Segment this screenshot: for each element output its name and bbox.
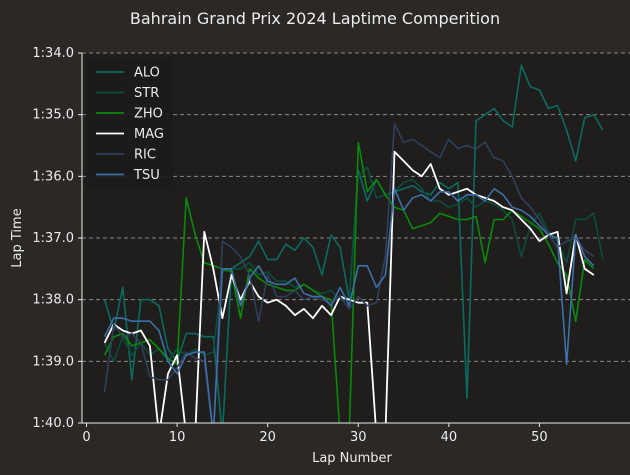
legend-label-tsu: TSU bbox=[133, 168, 160, 183]
y-tick-label-4: 1:38.0 bbox=[32, 293, 74, 308]
legend-label-mag: MAG bbox=[134, 127, 164, 142]
series-line-tsu bbox=[103, 187, 595, 423]
x-tick-label-2: 20 bbox=[259, 430, 276, 445]
legend-box bbox=[87, 58, 173, 189]
series-lines bbox=[103, 64, 604, 423]
y-axis-label: Lap Time bbox=[10, 208, 25, 267]
y-tick-label-6: 1:40.0 bbox=[32, 416, 74, 431]
legend-label-ric: RIC bbox=[134, 148, 156, 163]
x-axis-label: Lap Number bbox=[312, 451, 392, 466]
x-tick-label-5: 50 bbox=[531, 430, 548, 445]
legend-label-zho: ZHO bbox=[134, 107, 163, 122]
axes: 1:34.0 1:35.0 1:36.0 1:37.0 1:38.0 1:39.0 1:40… bbox=[32, 46, 630, 445]
y-tick-label-0: 1:34.0 bbox=[32, 46, 74, 61]
y-tick-label-1: 1:35.0 bbox=[32, 108, 74, 123]
x-tick-label-3: 30 bbox=[350, 430, 367, 445]
chart-title: Bahrain Grand Prix 2024 Laptime Comperit… bbox=[130, 9, 500, 28]
x-tick-label-0: 0 bbox=[82, 430, 90, 445]
legend-label-str: STR bbox=[134, 86, 159, 101]
legend-label-alo: ALO bbox=[134, 66, 160, 81]
y-tick-label-5: 1:39.0 bbox=[32, 354, 74, 369]
legend: ALO STR ZHO MAG RIC TSU bbox=[87, 58, 173, 189]
series-line-ric bbox=[103, 123, 595, 423]
series-line-mag bbox=[103, 150, 595, 423]
y-tick-label-2: 1:36.0 bbox=[32, 169, 74, 184]
y-tick-label-3: 1:37.0 bbox=[32, 231, 74, 246]
x-tick-label-1: 10 bbox=[169, 430, 186, 445]
x-tick-label-4: 40 bbox=[441, 430, 458, 445]
